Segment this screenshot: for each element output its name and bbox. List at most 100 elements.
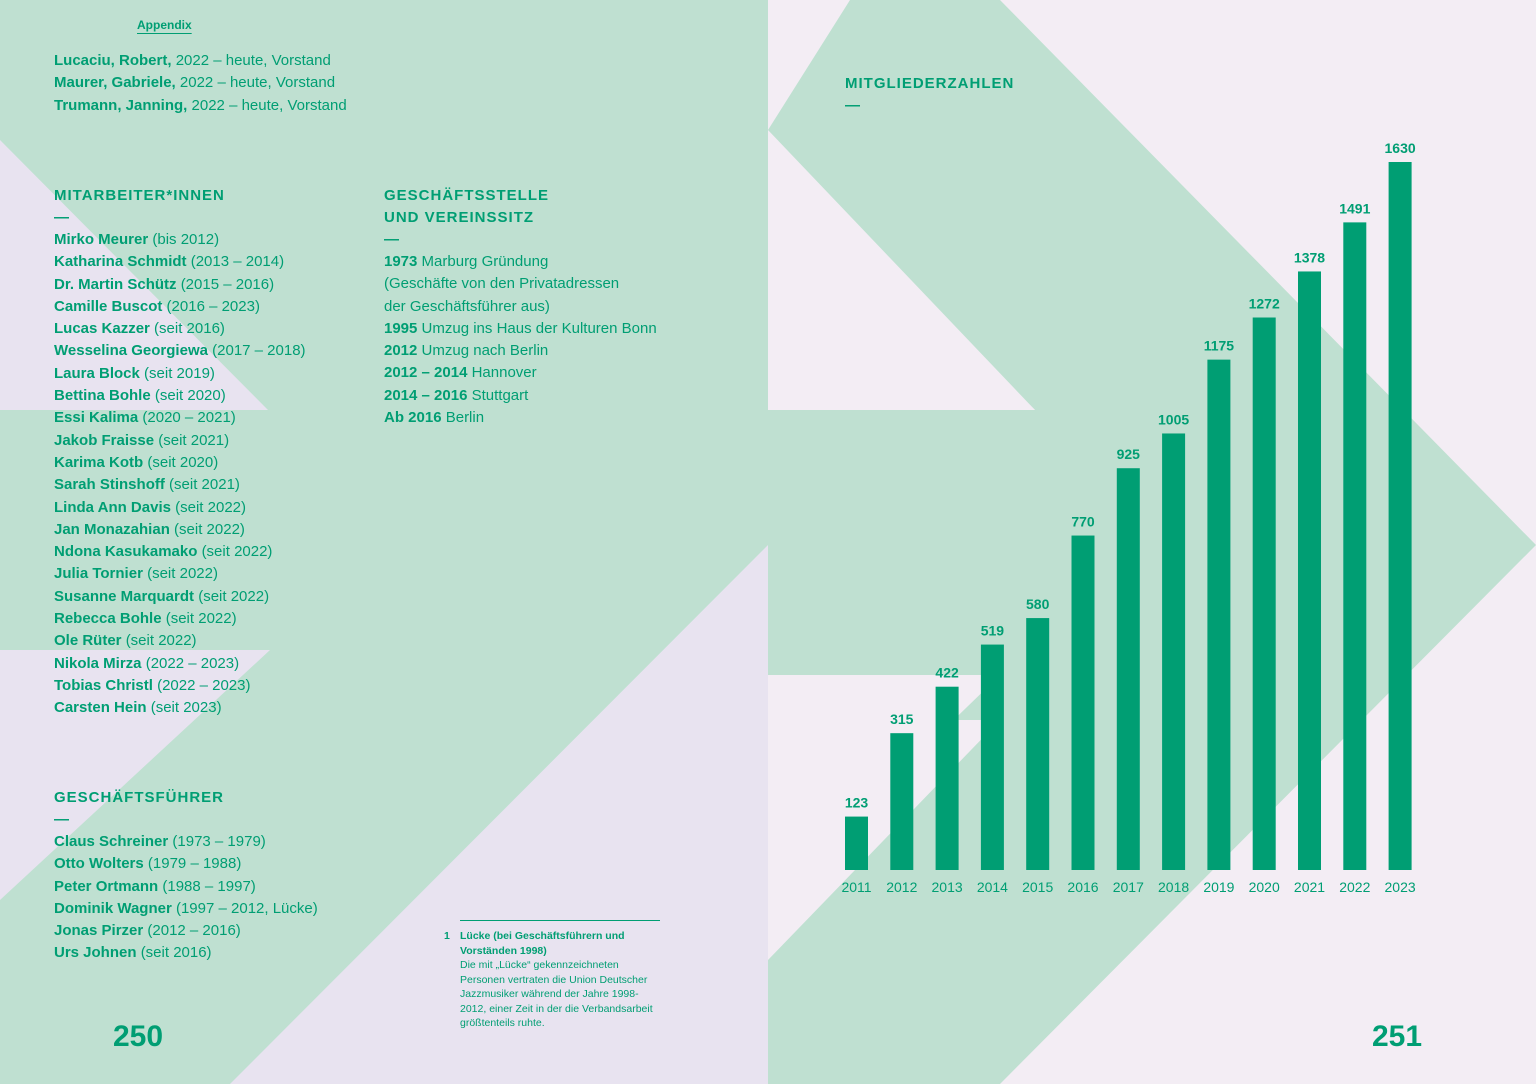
staff-entry-detail: (2020 – 2021) [142, 409, 236, 427]
footnote-body-line: Personen vertraten die Union Deutscher [460, 973, 648, 986]
footnote-body-line: Die mit „Lücke“ gekennzeichneten [460, 959, 619, 971]
footnote-body-line: größtenteils ruhte. [460, 1017, 545, 1029]
managers-section: GESCHÄFTSFÜHRER — Claus Schreiner (1973 … [54, 787, 318, 965]
staff-entry-name: Sarah Stinshoff [54, 476, 165, 494]
x-tick-label: 2023 [1385, 879, 1416, 895]
staff-entry: Bettina Bohle (seit 2020) [54, 385, 306, 407]
staff-entry: Nikola Mirza (2022 – 2023) [54, 653, 306, 675]
staff-entry-detail: (seit 2022) [175, 498, 247, 516]
bar-value-label: 1005 [1158, 411, 1189, 427]
managers-list: Claus Schreiner (1973 – 1979) Otto Wolter… [54, 831, 318, 965]
board-entry-detail: 2022 – heute, Vorstand [175, 52, 331, 69]
office-entry-name: 2012 [384, 342, 418, 360]
office-entry-name: Ab 2016 [384, 409, 442, 427]
staff-entry-name: Jan Monazahian [54, 520, 170, 538]
office-entry-detail: Umzug ins Haus der Kulturen Bonn [421, 319, 657, 337]
bar-2023 [1388, 162, 1412, 870]
bar-value-label: 1378 [1294, 249, 1325, 265]
office-entry-detail: Hannover [471, 364, 537, 382]
staff-entry-name: Ndona Kasukamako [54, 543, 198, 561]
manager-entry-name: Otto Wolters [54, 855, 144, 873]
staff-entry-detail: (2017 – 2018) [212, 342, 306, 360]
office-heading-line2: UND VEREINSSITZ [384, 209, 535, 226]
office-entry-name: 1995 [384, 319, 418, 337]
staff-entry-detail: (seit 2022) [147, 565, 218, 583]
staff-entry-detail: (seit 2022) [201, 543, 273, 561]
office-entry-name: 1973 [384, 253, 418, 270]
manager-entry-detail: (1979 – 1988) [147, 855, 242, 873]
manager-entry: Dominik Wagner (1997 – 2012, Lücke) [54, 898, 318, 920]
staff-dash: — [54, 209, 69, 226]
office-entry-detail: Berlin [445, 409, 485, 427]
bar-value-label: 1175 [1204, 338, 1235, 354]
staff-entry-detail: (2013 – 2014) [190, 253, 285, 271]
manager-entry-detail: (seit 2016) [140, 944, 212, 962]
staff-entry: Camille Buscot (2016 – 2023) [54, 296, 306, 318]
staff-entry-detail: (2015 – 2016) [180, 275, 275, 293]
bar-2011 [845, 816, 868, 870]
footnote-title-line2: Vorständen 1998) [460, 944, 547, 957]
x-tick-label: 2019 [1203, 879, 1234, 895]
office-entry: 1973 Marburg Gründung [384, 251, 657, 273]
staff-entry: Sarah Stinshoff (seit 2021) [54, 474, 306, 496]
membership-bar-chart: 123 2011 315 2012 422 2013 519 2014 580 2015 770 20… [841, 140, 1416, 895]
x-tick-label: 2016 [1067, 879, 1098, 895]
footnote-title-line1: Lücke (bei Geschäftsführern und [460, 930, 625, 942]
office-section: GESCHÄFTSSTELLE UND VEREINSSITZ — 1973 M… [384, 185, 657, 429]
board-entry: Lucaciu, Robert, 2022 – heute, Vorstand [54, 50, 347, 72]
office-entry-detail: Stuttgart [471, 386, 529, 404]
staff-entry-name: Katharina Schmidt [54, 253, 187, 271]
board-list: Lucaciu, Robert, 2022 – heute, Vorstand M… [54, 50, 347, 117]
board-entry: Trumann, Janning, 2022 – heute, Vorstand [54, 95, 347, 117]
staff-entry-detail: (seit 2022) [165, 610, 237, 628]
bar-value-label: 925 [1117, 446, 1141, 462]
staff-entry: Tobias Christl (2022 – 2023) [54, 675, 306, 697]
chart-heading-dash: — [845, 97, 860, 114]
office-entry-detail: Umzug nach Berlin [421, 342, 549, 360]
staff-entry: Karima Kotb (seit 2020) [54, 452, 306, 474]
board-entry-name: Maurer, Gabriele, [54, 74, 176, 92]
office-entry: (Geschäfte von den Privatadressen [384, 273, 657, 295]
staff-entry-detail: (bis 2012) [152, 231, 220, 248]
staff-entry-name: Bettina Bohle [54, 387, 151, 405]
manager-entry-detail: (1973 – 1979) [172, 833, 266, 850]
manager-entry-name: Claus Schreiner [54, 833, 169, 850]
bar-2018 [1162, 433, 1186, 870]
manager-entry-name: Dominik Wagner [54, 899, 172, 917]
staff-entry: Essi Kalima (2020 – 2021) [54, 407, 306, 429]
staff-entry-detail: (seit 2020) [154, 387, 226, 405]
x-tick-label: 2011 [841, 879, 871, 895]
bar-value-label: 519 [981, 623, 1005, 639]
staff-entry-name: Linda Ann Davis [54, 498, 171, 516]
staff-entry-name: Wesselina Georgiewa [54, 342, 208, 360]
office-entry: 2012 Umzug nach Berlin [384, 340, 657, 362]
bar-2013 [935, 686, 959, 870]
office-entry: 2014 – 2016 Stuttgart [384, 385, 657, 407]
manager-entry-name: Peter Ortmann [54, 877, 159, 895]
staff-entry-name: Carsten Hein [54, 699, 147, 717]
bar-2015 [1026, 618, 1050, 870]
bar-value-label: 770 [1071, 514, 1095, 530]
staff-entry: Katharina Schmidt (2013 – 2014) [54, 251, 306, 273]
staff-entry: Wesselina Georgiewa (2017 – 2018) [54, 340, 306, 362]
bar-value-label: 315 [890, 711, 914, 727]
board-entry-detail: 2022 – heute, Vorstand [191, 96, 347, 114]
board-entry: Maurer, Gabriele, 2022 – heute, Vorstand [54, 72, 347, 94]
manager-entry-detail: (2012 – 2016) [147, 922, 241, 940]
office-entry: der Geschäftsführer aus) [384, 296, 657, 318]
bar-2022 [1343, 222, 1367, 870]
chart-heading-block: MITGLIEDERZAHLEN — [845, 73, 1014, 117]
bar-value-label: 1272 [1249, 295, 1280, 311]
staff-entry-name: Tobias Christl [54, 676, 153, 694]
board-entry-detail: 2022 – heute, Vorstand [179, 74, 336, 92]
manager-entry: Otto Wolters (1979 – 1988) [54, 853, 318, 875]
manager-entry-detail: (1988 – 1997) [162, 877, 256, 895]
staff-entry-detail: (seit 2021) [169, 476, 240, 494]
bar-value-label: 1491 [1339, 200, 1370, 216]
manager-entry: Jonas Pirzer (2012 – 2016) [54, 920, 318, 942]
manager-entry: Urs Johnen (seit 2016) [54, 942, 318, 964]
office-entry-detail: der Geschäftsführer aus) [384, 297, 550, 315]
office-entry-detail: Marburg Gründung [421, 253, 549, 270]
manager-entry: Peter Ortmann (1988 – 1997) [54, 876, 318, 898]
staff-entry: Laura Block (seit 2019) [54, 363, 306, 385]
